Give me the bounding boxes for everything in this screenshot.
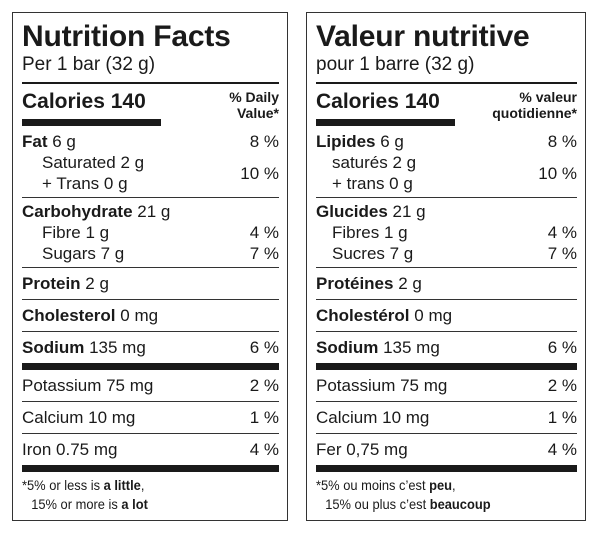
cholesterol-row: Cholestérol 0 mg — [316, 306, 453, 325]
saturated-trans-row: saturés 2 g + trans 0 g 10 % — [332, 153, 577, 193]
fat-row: Lipides 6 g 8 % — [316, 132, 577, 151]
protein-row: Protein 2 g — [22, 274, 109, 293]
divider — [22, 267, 279, 268]
calcium-row: Calcium 10 mg 1 % — [22, 408, 279, 427]
serving-size: pour 1 barre (32 g) — [316, 54, 475, 75]
footnote: *5% ou moins c’est peu, 15% ou plus c’es… — [316, 477, 491, 512]
calories-underline — [316, 119, 455, 126]
divider — [22, 197, 279, 198]
sugars-row: Sucres 7 g 7 % — [332, 244, 577, 263]
calories-row: Calories 140 % Daily Value* — [22, 84, 279, 128]
divider — [22, 331, 279, 332]
divider — [316, 299, 577, 300]
calories-row: Calories 140 % valeur quotidienne* — [316, 84, 577, 128]
calories: Calories 140 — [316, 90, 440, 113]
iron-row: Fer 0,75 mg 4 % — [316, 440, 577, 459]
carbohydrate-block: Glucides 21 g Fibres 1 g 4 % Sucres 7 g … — [316, 198, 577, 267]
iron-row: Iron 0.75 mg 4 % — [22, 440, 279, 459]
fat-row: Fat 6 g 8 % — [22, 132, 279, 151]
fibre-row: Fibre 1 g 4 % — [42, 223, 279, 242]
divider — [316, 401, 577, 402]
sodium-row: Sodium 135 mg 6 % — [316, 338, 577, 357]
footnote: *5% or less is a little, 15% or more is … — [22, 477, 148, 512]
divider — [316, 197, 577, 198]
fibre-row: Fibres 1 g 4 % — [332, 223, 577, 242]
divider — [22, 433, 279, 434]
divider — [22, 401, 279, 402]
panel-title: Valeur nutritive — [316, 20, 530, 53]
sugars-row: Sugars 7 g 7 % — [42, 244, 279, 263]
divider — [22, 299, 279, 300]
carbohydrate-row: Glucides 21 g — [316, 202, 426, 221]
divider — [22, 82, 279, 84]
nutrition-facts-panel-french: Valeur nutritive pour 1 barre (32 g) Cal… — [306, 12, 586, 521]
carbohydrate-block: Carbohydrate 21 g Fibre 1 g 4 % Sugars 7… — [22, 198, 279, 267]
potassium-row: Potassium 75 mg 2 % — [316, 376, 577, 395]
fat-block: Fat 6 g 8 % Saturated 2 g + Trans 0 g 10… — [22, 128, 279, 197]
divider — [316, 82, 577, 84]
thick-divider — [316, 465, 577, 472]
saturated-trans-row: Saturated 2 g + Trans 0 g 10 % — [42, 153, 279, 193]
calories-underline — [22, 119, 161, 126]
nutrition-facts-panel-english: Nutrition Facts Per 1 bar (32 g) Calorie… — [12, 12, 288, 521]
serving-size: Per 1 bar (32 g) — [22, 54, 156, 75]
fat-block: Lipides 6 g 8 % saturés 2 g + trans 0 g … — [316, 128, 577, 197]
daily-value-header: % valeur quotidienne* — [492, 89, 577, 121]
divider — [316, 267, 577, 268]
panel-title: Nutrition Facts — [22, 20, 231, 53]
divider — [316, 433, 577, 434]
daily-value-header: % Daily Value* — [229, 89, 279, 121]
divider — [316, 331, 577, 332]
cholesterol-row: Cholesterol 0 mg — [22, 306, 159, 325]
thick-divider — [22, 363, 279, 370]
thick-divider — [316, 363, 577, 370]
protein-row: Protéines 2 g — [316, 274, 422, 293]
calcium-row: Calcium 10 mg 1 % — [316, 408, 577, 427]
potassium-row: Potassium 75 mg 2 % — [22, 376, 279, 395]
carbohydrate-row: Carbohydrate 21 g — [22, 202, 171, 221]
calories: Calories 140 — [22, 90, 146, 113]
thick-divider — [22, 465, 279, 472]
sodium-row: Sodium 135 mg 6 % — [22, 338, 279, 357]
